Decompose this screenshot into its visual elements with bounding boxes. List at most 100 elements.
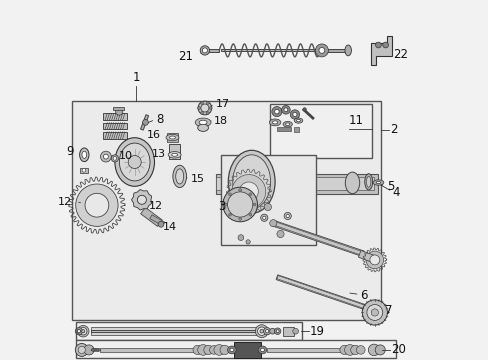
Polygon shape [277,276,366,309]
Ellipse shape [283,121,292,127]
Ellipse shape [195,118,211,127]
Text: 22: 22 [393,48,407,61]
Circle shape [228,193,231,196]
Text: 12: 12 [58,197,72,207]
Ellipse shape [265,330,268,333]
Ellipse shape [166,134,179,141]
Circle shape [365,251,383,269]
Text: 15: 15 [190,174,204,184]
Polygon shape [323,49,346,52]
Circle shape [197,107,200,109]
Ellipse shape [284,212,291,220]
Ellipse shape [269,328,275,334]
Circle shape [213,345,224,355]
Polygon shape [215,174,377,194]
Circle shape [302,108,306,111]
Bar [269,104,371,158]
Circle shape [253,203,256,206]
Bar [103,113,126,120]
Ellipse shape [258,346,266,354]
Circle shape [255,325,268,338]
Ellipse shape [318,48,324,53]
Ellipse shape [294,118,302,123]
Text: 5: 5 [386,180,393,193]
Circle shape [200,46,209,55]
Ellipse shape [95,348,101,351]
Ellipse shape [292,112,296,117]
Text: 9: 9 [66,145,74,158]
Ellipse shape [115,138,154,186]
Circle shape [375,42,381,48]
Ellipse shape [272,121,277,124]
Ellipse shape [375,181,380,184]
Circle shape [75,343,88,356]
Circle shape [228,213,231,216]
Ellipse shape [197,124,208,131]
Ellipse shape [284,108,287,112]
Ellipse shape [274,328,280,334]
Circle shape [193,345,202,355]
Ellipse shape [344,45,351,56]
Ellipse shape [93,349,95,351]
Circle shape [209,346,218,354]
Circle shape [76,184,118,226]
Ellipse shape [285,123,289,126]
Circle shape [260,329,263,333]
Polygon shape [276,275,367,310]
Ellipse shape [96,349,99,351]
Ellipse shape [169,136,175,139]
Polygon shape [91,330,257,333]
Circle shape [362,300,386,325]
Polygon shape [140,115,148,130]
Circle shape [77,325,89,337]
Circle shape [269,220,276,227]
Ellipse shape [175,169,183,184]
Circle shape [248,213,251,216]
Ellipse shape [262,216,265,219]
Bar [221,155,316,245]
Circle shape [350,345,359,355]
Circle shape [197,345,208,355]
Ellipse shape [289,110,299,119]
Ellipse shape [364,174,372,190]
Polygon shape [101,348,197,351]
Text: 19: 19 [309,325,325,338]
Bar [103,122,126,130]
Circle shape [223,187,257,222]
Text: 18: 18 [214,116,228,126]
Ellipse shape [201,104,208,112]
Ellipse shape [315,44,328,57]
Ellipse shape [91,348,97,351]
Text: 12: 12 [148,201,163,211]
Circle shape [239,182,258,201]
Circle shape [206,102,209,104]
Polygon shape [370,36,391,65]
Ellipse shape [228,150,275,213]
Ellipse shape [260,214,267,221]
Ellipse shape [372,180,383,185]
Ellipse shape [103,154,108,159]
Text: 17: 17 [215,99,229,109]
Text: 20: 20 [390,343,405,356]
Circle shape [113,157,117,160]
Text: 16: 16 [147,130,161,140]
Text: 6: 6 [360,289,367,302]
Circle shape [206,112,209,114]
Text: 11: 11 [348,114,363,127]
Ellipse shape [171,153,177,156]
Text: 8: 8 [156,113,163,126]
Ellipse shape [276,330,279,333]
Bar [91,327,257,335]
Circle shape [203,345,213,355]
Ellipse shape [119,143,150,181]
Circle shape [257,327,265,336]
Bar [276,127,290,131]
Circle shape [224,203,227,206]
Circle shape [248,193,251,196]
Circle shape [382,42,387,48]
Circle shape [264,203,271,211]
Circle shape [344,345,355,355]
Circle shape [220,345,229,355]
Ellipse shape [345,172,359,194]
Ellipse shape [198,101,211,115]
